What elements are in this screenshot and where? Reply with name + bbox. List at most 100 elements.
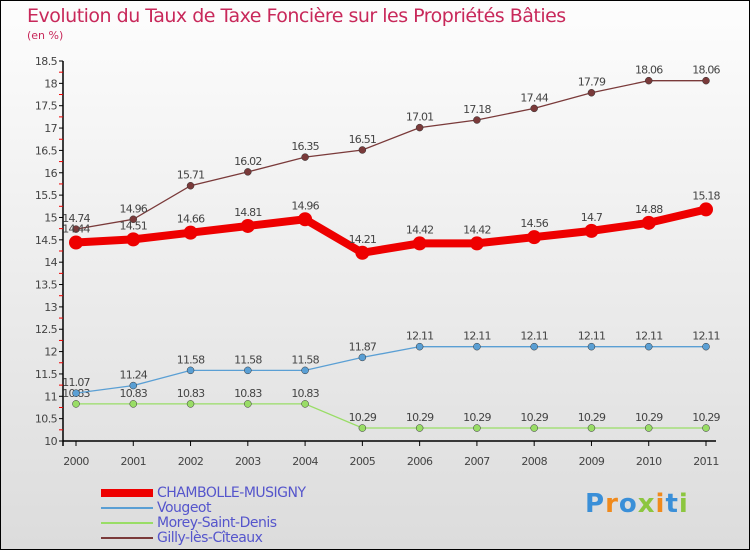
y-tick-label: 10.5 — [35, 413, 58, 426]
data-point — [641, 215, 656, 230]
y-tick-label: 12 — [44, 346, 57, 359]
data-label: 11.24 — [120, 369, 148, 382]
data-label: 12.11 — [520, 330, 548, 343]
data-point — [644, 76, 653, 85]
data-point — [702, 342, 710, 351]
data-point — [530, 342, 538, 351]
data-point — [301, 400, 309, 408]
data-point — [183, 225, 198, 240]
x-tick-label: 2000 — [63, 455, 89, 468]
data-label: 14.42 — [463, 223, 491, 236]
data-point — [415, 342, 424, 351]
data-label: 14.42 — [406, 223, 434, 236]
y-tick-label: 17 — [44, 122, 57, 135]
data-point — [469, 236, 484, 251]
y-tick-label: 11 — [44, 390, 57, 403]
chart-title: Evolution du Taux de Taxe Foncière sur l… — [27, 5, 566, 27]
data-point — [129, 400, 138, 408]
data-point — [587, 88, 596, 97]
data-point — [126, 232, 141, 247]
legend-item: Vougeot — [101, 500, 211, 516]
series-line — [75, 346, 706, 394]
data-label: 10.83 — [291, 387, 319, 400]
data-point — [244, 366, 252, 375]
data-label: 17.18 — [463, 103, 491, 116]
legend-label: Morey-Saint-Denis — [157, 515, 277, 531]
data-point — [415, 424, 424, 432]
data-label: 14.96 — [120, 202, 148, 215]
data-point — [186, 181, 195, 190]
data-point — [358, 146, 367, 154]
data-label: 16.51 — [349, 133, 377, 146]
data-point — [240, 218, 255, 233]
data-label: 11.58 — [177, 353, 205, 366]
data-label: 15.18 — [692, 189, 720, 202]
series-morey-saint-denis: 10.8310.8310.8310.8310.8310.2910.2910.29… — [62, 387, 721, 432]
y-tick-label: 18.5 — [35, 55, 58, 68]
series-chambolle-musigny: 14.44 14.51 14.66 14.81 14.96 14.21 14.42 14.42… — [62, 189, 721, 260]
y-tick-label: 10 — [44, 435, 57, 448]
data-label: 12.11 — [463, 330, 491, 343]
x-tick-label: 2010 — [636, 455, 662, 468]
data-label: 10.83 — [234, 387, 262, 400]
data-point — [129, 381, 138, 390]
data-point — [244, 168, 252, 176]
data-point — [72, 389, 80, 397]
x-tick-label: 2009 — [579, 455, 605, 468]
proxiti-logo: Proxiti — [585, 489, 689, 519]
y-tick-label: 17.5 — [35, 100, 58, 113]
data-point — [244, 400, 252, 408]
data-label: 10.29 — [692, 411, 720, 424]
x-tick-label: 2003 — [235, 455, 261, 468]
series-line — [75, 205, 707, 257]
y-tick-label: 14 — [44, 256, 57, 269]
data-label: 18.06 — [635, 64, 663, 77]
legend-label: Vougeot — [157, 500, 211, 516]
y-tick-label: 13.5 — [35, 279, 58, 292]
data-label: 14.66 — [177, 213, 205, 226]
data-point — [72, 400, 80, 408]
x-tick-label: 2006 — [407, 455, 433, 468]
data-point — [587, 424, 596, 432]
x-tick-label: 2001 — [120, 455, 146, 468]
data-point — [584, 223, 599, 238]
x-tick-label: 2008 — [521, 455, 547, 468]
data-label: 12.11 — [406, 330, 434, 343]
data-label: 10.29 — [406, 411, 434, 424]
data-point — [129, 215, 138, 224]
data-point — [644, 424, 653, 432]
legend-item: CHAMBOLLE-MUSIGNY — [101, 485, 306, 501]
legend-swatch — [101, 507, 153, 509]
data-label: 10.29 — [349, 411, 377, 424]
x-tick-label: 2007 — [464, 455, 490, 468]
data-label: 14.44 — [62, 223, 90, 236]
data-point — [699, 202, 713, 217]
data-point — [644, 342, 653, 351]
data-point — [358, 424, 367, 432]
data-label: 11.58 — [234, 353, 262, 366]
legend-item: Morey-Saint-Denis — [101, 515, 277, 531]
data-point — [473, 424, 481, 432]
series-line — [76, 403, 706, 429]
y-tick-label: 12.5 — [35, 323, 58, 336]
legend-label: CHAMBOLLE-MUSIGNY — [157, 485, 306, 501]
legend-item: Gilly-lès-Cîteaux — [101, 530, 263, 546]
data-label: 16.35 — [291, 140, 319, 153]
data-label: 12.11 — [692, 330, 720, 343]
data-label: 18.06 — [692, 64, 720, 77]
data-label: 12.11 — [578, 330, 606, 343]
data-point — [530, 424, 538, 432]
data-label: 10.29 — [520, 411, 548, 424]
x-tick-label: 2011 — [693, 455, 719, 468]
legend-swatch — [101, 537, 153, 539]
data-point — [412, 236, 427, 251]
data-point — [473, 116, 481, 124]
data-label: 10.29 — [635, 411, 663, 424]
data-label: 14.56 — [520, 217, 548, 230]
data-label: 10.83 — [120, 387, 148, 400]
data-point — [301, 153, 309, 161]
y-tick-label: 13 — [44, 301, 57, 314]
data-point — [186, 366, 195, 375]
y-tick-label: 15 — [44, 211, 57, 224]
